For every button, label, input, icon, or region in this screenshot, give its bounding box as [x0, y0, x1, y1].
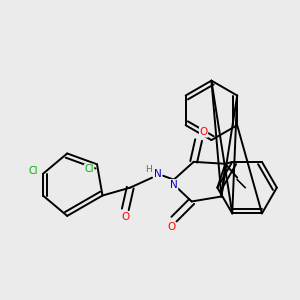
- Text: H: H: [145, 165, 152, 174]
- Text: O: O: [121, 212, 129, 222]
- Text: Cl: Cl: [28, 166, 38, 176]
- Text: N: N: [154, 169, 162, 179]
- Text: O: O: [200, 127, 208, 137]
- Text: N: N: [170, 180, 178, 190]
- Text: Cl: Cl: [84, 164, 94, 174]
- Text: O: O: [168, 222, 176, 232]
